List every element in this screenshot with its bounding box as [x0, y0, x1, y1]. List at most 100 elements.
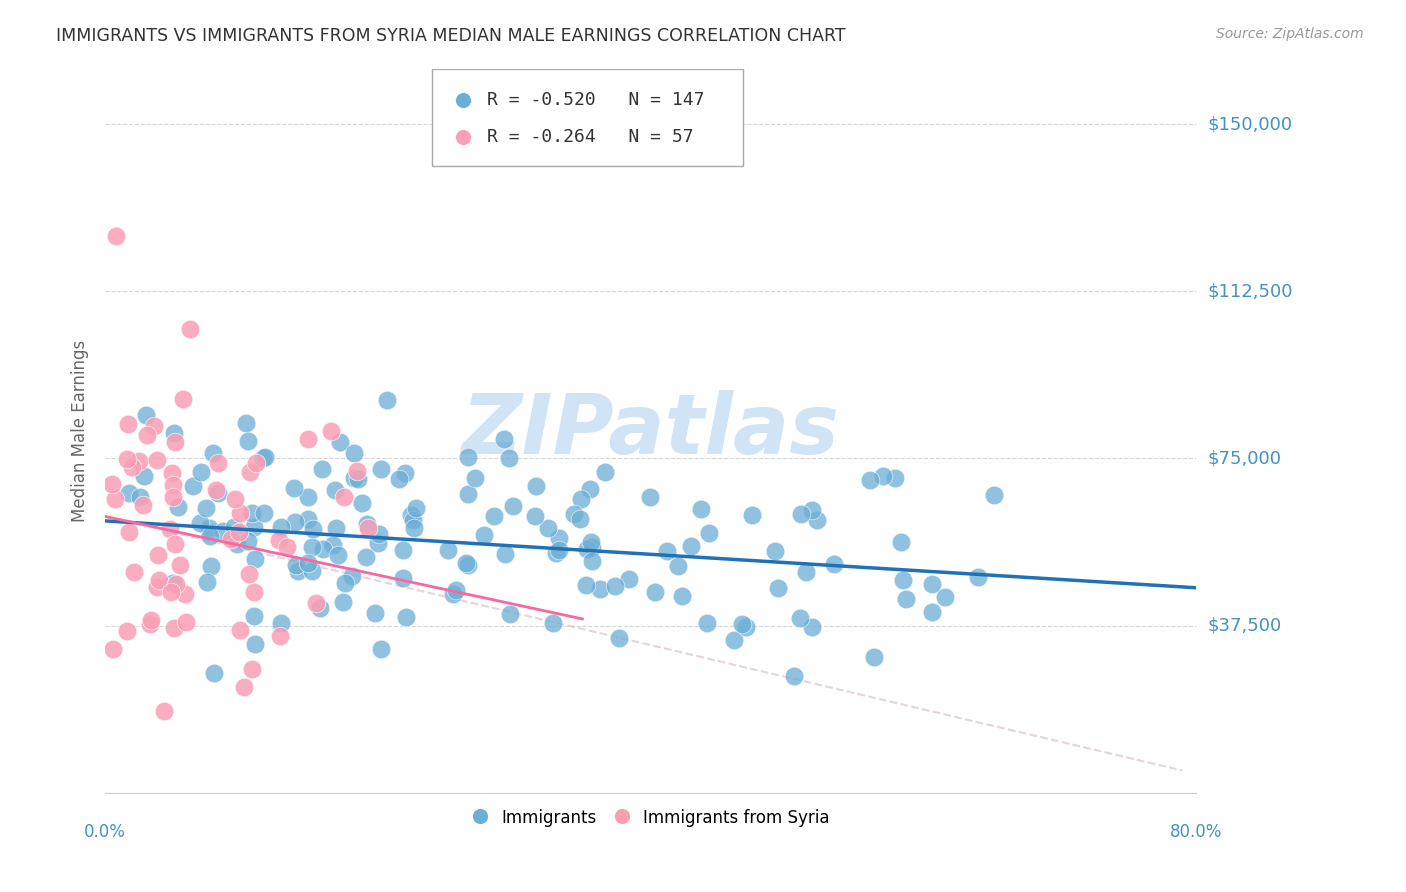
Point — [329, 434, 352, 449]
Point — [575, 542, 598, 557]
Point — [333, 491, 356, 505]
Point — [148, 549, 170, 563]
Point — [240, 662, 263, 676]
Point — [269, 533, 291, 547]
Point — [863, 649, 886, 664]
Point — [297, 490, 319, 504]
Point — [160, 466, 183, 480]
Point — [190, 465, 212, 479]
Point — [198, 521, 221, 535]
Point — [132, 498, 155, 512]
Point — [283, 481, 305, 495]
Point — [800, 503, 823, 517]
Point — [269, 629, 291, 643]
Point — [891, 574, 914, 588]
Point — [741, 508, 763, 523]
Point — [644, 585, 666, 599]
Point — [240, 506, 263, 520]
Point — [305, 596, 328, 610]
Point — [783, 669, 806, 683]
Point — [541, 786, 564, 800]
Point — [352, 496, 374, 510]
Point — [934, 590, 956, 604]
Point — [921, 577, 943, 591]
Point — [238, 566, 260, 581]
Point — [276, 541, 298, 555]
Point — [142, 418, 165, 433]
Point — [766, 582, 789, 596]
Point — [181, 479, 204, 493]
Point — [405, 500, 427, 515]
Point — [494, 432, 516, 446]
Point — [188, 516, 211, 530]
Point — [343, 446, 366, 460]
Point — [146, 452, 169, 467]
Point — [211, 524, 233, 538]
Point — [502, 499, 524, 513]
Point — [153, 704, 176, 718]
Point — [224, 491, 246, 506]
Point — [690, 501, 713, 516]
Point — [364, 607, 387, 621]
Point — [638, 491, 661, 505]
Point — [228, 524, 250, 539]
Text: $112,500: $112,500 — [1208, 283, 1292, 301]
Point — [128, 454, 150, 468]
Point — [135, 408, 157, 422]
Point — [243, 552, 266, 566]
Point — [581, 553, 603, 567]
Point — [346, 464, 368, 478]
Point — [205, 483, 228, 498]
Point — [499, 607, 522, 621]
Point — [198, 529, 221, 543]
Point — [121, 460, 143, 475]
Text: $150,000: $150,000 — [1208, 115, 1292, 133]
Point — [335, 575, 357, 590]
Point — [222, 520, 245, 534]
Point — [101, 476, 124, 491]
Point — [311, 462, 333, 476]
Point — [239, 465, 262, 479]
Point — [118, 525, 141, 540]
Point — [159, 522, 181, 536]
Point — [165, 537, 187, 551]
Point — [174, 587, 197, 601]
Point — [607, 631, 630, 645]
Point — [541, 786, 564, 800]
Point — [284, 515, 307, 529]
Point — [225, 536, 247, 550]
Point — [207, 486, 229, 500]
Point — [457, 450, 479, 464]
Point — [763, 544, 786, 558]
Point — [179, 322, 201, 336]
Point — [343, 471, 366, 485]
Point — [174, 615, 197, 629]
Point — [270, 519, 292, 533]
Point — [370, 462, 392, 476]
Point — [619, 573, 641, 587]
Point — [172, 392, 194, 407]
Point — [319, 424, 342, 438]
Point — [117, 451, 139, 466]
Point — [859, 473, 882, 487]
Point — [890, 535, 912, 549]
Point — [332, 594, 354, 608]
Point — [537, 521, 560, 535]
Point — [139, 616, 162, 631]
Point — [253, 506, 276, 520]
Point — [243, 609, 266, 624]
Point — [132, 468, 155, 483]
Point — [242, 520, 264, 534]
Point — [163, 622, 186, 636]
Point — [484, 508, 506, 523]
Point — [297, 512, 319, 526]
Point — [404, 521, 426, 535]
Point — [270, 616, 292, 631]
Text: R = -0.520   N = 147: R = -0.520 N = 147 — [486, 91, 704, 109]
Point — [287, 564, 309, 578]
Point — [285, 558, 308, 573]
Point — [370, 641, 392, 656]
Point — [588, 582, 610, 596]
Point — [436, 543, 458, 558]
Point — [200, 559, 222, 574]
